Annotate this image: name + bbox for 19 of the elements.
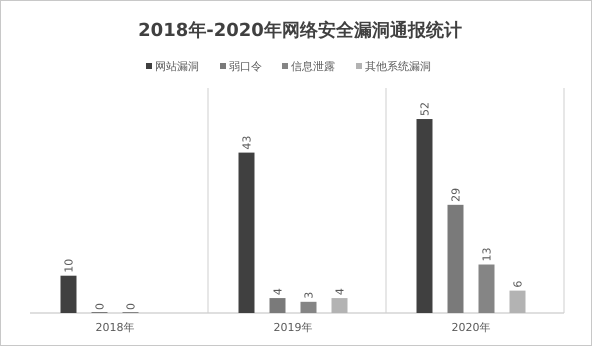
data-label: 52: [418, 102, 432, 116]
data-label: 4: [272, 288, 284, 296]
data-label: 43: [240, 136, 254, 150]
data-label: 0: [94, 303, 106, 310]
legend-label: 信息泄露: [291, 60, 335, 73]
data-label: 4: [334, 288, 346, 296]
data-label: 6: [512, 280, 524, 288]
data-label: 0: [124, 303, 138, 310]
legend-label: 其他系统漏洞: [365, 60, 431, 73]
legend-label: 网站漏洞: [155, 60, 199, 73]
x-tick-label: 2019年: [274, 321, 312, 334]
x-tick-label: 2018年: [96, 321, 134, 334]
data-label: 29: [450, 188, 462, 202]
legend-label: 弱口令: [229, 60, 262, 73]
x-tick-label: 2020年: [452, 321, 490, 334]
data-label: 13: [480, 248, 494, 262]
data-label: 3: [302, 292, 316, 299]
data-label: 10: [62, 258, 76, 273]
title: 2018年-2020年网络安全漏洞通报统计: [138, 20, 462, 41]
